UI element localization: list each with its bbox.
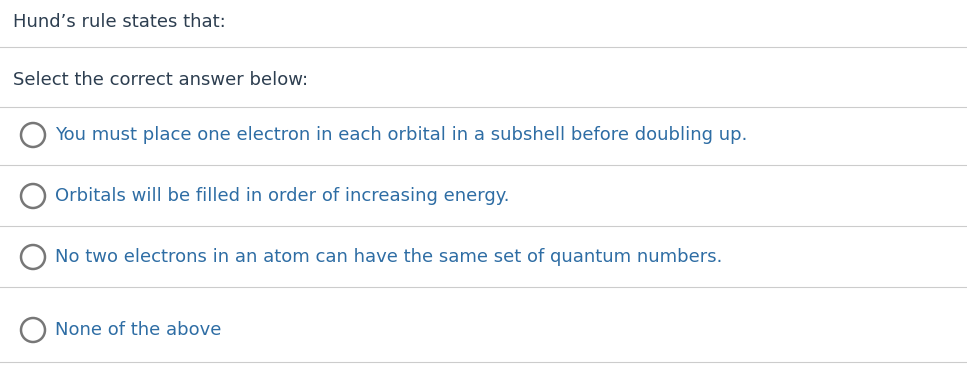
Text: Hund’s rule states that:: Hund’s rule states that: [13, 13, 225, 31]
Text: No two electrons in an atom can have the same set of quantum numbers.: No two electrons in an atom can have the… [55, 248, 722, 266]
Text: None of the above: None of the above [55, 321, 221, 339]
Text: Orbitals will be filled in order of increasing energy.: Orbitals will be filled in order of incr… [55, 187, 510, 205]
Text: Select the correct answer below:: Select the correct answer below: [13, 71, 308, 89]
Text: You must place one electron in each orbital in a subshell before doubling up.: You must place one electron in each orbi… [55, 126, 747, 144]
